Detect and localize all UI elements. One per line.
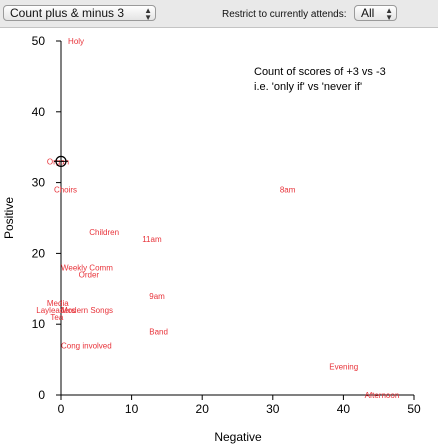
point-label: Band xyxy=(149,327,168,336)
chart-subtitle: i.e. 'only if' vs 'never if' xyxy=(254,81,362,93)
point-label: 11am xyxy=(142,235,162,244)
point-label: Weekly Comm xyxy=(61,264,113,273)
restrict-label: Restrict to currently attends: xyxy=(222,9,347,20)
attend-select-value: All xyxy=(361,6,375,20)
point-label: 9am xyxy=(149,292,165,301)
x-tick-label: 0 xyxy=(58,402,65,416)
attend-select[interactable]: All ▲ ▼ xyxy=(354,5,397,22)
crosshair-cursor-icon xyxy=(54,154,68,169)
x-tick-label: 30 xyxy=(266,402,280,416)
point-label: Tea xyxy=(50,313,63,322)
point-label: 8am xyxy=(280,186,296,195)
y-tick-label: 50 xyxy=(32,34,46,48)
chart-title: Count of scores of +3 vs -3 xyxy=(254,66,386,78)
y-tick-label: 0 xyxy=(38,388,45,402)
updown-arrows-icon: ▲ ▼ xyxy=(385,6,393,22)
point-label: Afternoon xyxy=(365,391,400,400)
x-tick-label: 50 xyxy=(407,402,421,416)
y-tick-label: 20 xyxy=(32,246,46,260)
x-tick-label: 10 xyxy=(125,402,139,416)
x-tick-label: 20 xyxy=(196,402,210,416)
point-label: Children xyxy=(89,228,119,237)
axes: 0 10 20 30 40 50 0 10 20 30 40 50 xyxy=(32,34,421,416)
y-axis-label: Positive xyxy=(2,197,16,239)
point-label: Evening xyxy=(329,363,358,372)
point-label: Choirs xyxy=(54,186,77,195)
x-tick-label: 40 xyxy=(337,402,351,416)
point-label: Cong involved xyxy=(61,341,112,350)
y-tick-label: 10 xyxy=(32,317,46,331)
y-tick-label: 40 xyxy=(32,105,46,119)
point-label: Order xyxy=(79,271,100,280)
updown-arrows-icon: ▲ ▼ xyxy=(144,6,152,22)
toolbar: Count plus & minus 3 ▲ ▼ Restrict to curr… xyxy=(0,0,438,28)
point-label: Modern Songs xyxy=(61,306,113,315)
point-label: Holy xyxy=(68,37,84,46)
point-label: Media xyxy=(47,299,69,308)
measure-select-value: Count plus & minus 3 xyxy=(10,6,125,20)
x-axis-label: Negative xyxy=(214,430,262,444)
measure-select[interactable]: Count plus & minus 3 ▲ ▼ xyxy=(3,5,156,22)
y-tick-label: 30 xyxy=(32,176,46,190)
point-label: Layleaders xyxy=(36,306,75,315)
